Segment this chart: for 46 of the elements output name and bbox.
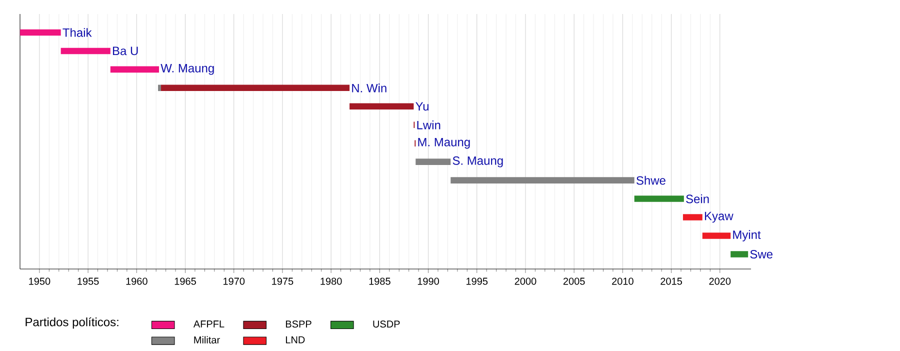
bar (416, 158, 451, 166)
y-tick-label: Myint (733, 230, 761, 242)
bar (350, 103, 414, 110)
bar (110, 66, 160, 73)
y-tick-label: Kyaw (704, 212, 734, 223)
y-tick-label: S. Maung (452, 156, 503, 168)
legend-label: AFPFL (193, 320, 224, 328)
x-tick-label: 1950 (29, 278, 50, 285)
bar (634, 196, 684, 202)
x-tick-label: 2005 (563, 278, 585, 285)
y-tick-label: Lwin (417, 120, 440, 130)
bar (730, 251, 748, 258)
y-tick-label: Shwe (636, 176, 666, 185)
y-tick-label: W. Maung (160, 64, 214, 75)
x-tick-label: 1970 (223, 278, 245, 285)
bar (20, 29, 61, 36)
x-tick-label: 1955 (78, 278, 99, 285)
bar (702, 232, 731, 240)
x-tick-label: 1990 (418, 278, 439, 285)
bar (158, 84, 161, 92)
y-tick-label: N. Win (352, 84, 386, 92)
legend-label: Militar (194, 336, 220, 344)
bar (160, 84, 350, 92)
x-tick-label: 1995 (466, 278, 488, 285)
y-tick-label: Yu (416, 102, 429, 111)
x-tick-label: 2000 (514, 278, 536, 285)
legend-label: LND (286, 336, 305, 344)
bar (450, 177, 634, 184)
bar (60, 48, 110, 54)
y-tick-label: Thaik (62, 28, 92, 38)
x-tick-label: 1975 (272, 278, 294, 285)
x-tick-label: 2015 (660, 278, 682, 285)
x-tick-label: 2020 (709, 278, 731, 285)
legend-label: BSPP (286, 320, 312, 328)
x-tick-label: 1960 (126, 278, 148, 285)
x-tick-label: 2010 (612, 278, 634, 285)
legend-title: Partidos políticos: (26, 317, 118, 329)
x-tick-label: 1965 (174, 278, 196, 285)
y-tick-label: Ba U (112, 46, 138, 56)
y-tick-label: Sein (686, 194, 709, 204)
y-tick-label: Swe (750, 250, 772, 259)
y-tick-label: M. Maung (418, 138, 470, 149)
bar (682, 214, 702, 221)
x-tick-label: 1985 (369, 278, 390, 285)
legend-label: USDP (373, 320, 400, 328)
x-tick-label: 1980 (320, 278, 342, 285)
